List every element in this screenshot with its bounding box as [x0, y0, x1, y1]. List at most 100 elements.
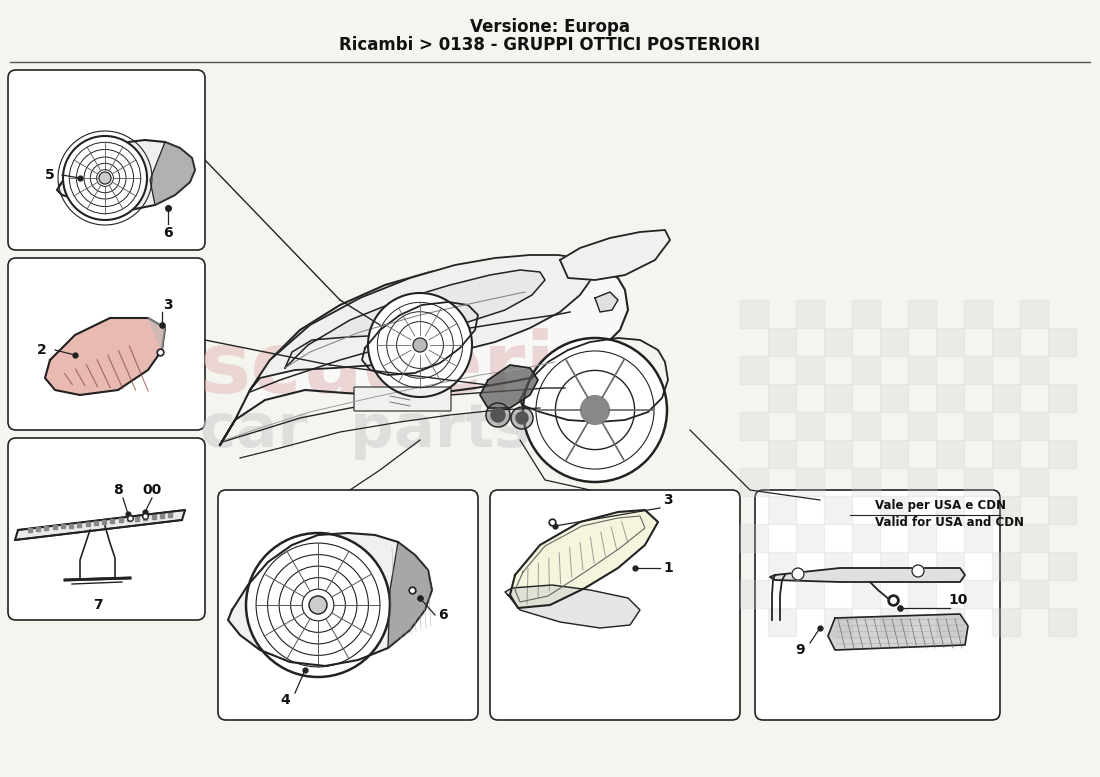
FancyBboxPatch shape — [8, 438, 205, 620]
Bar — [964, 468, 992, 496]
Bar — [1048, 608, 1076, 636]
Bar — [796, 524, 824, 552]
Bar — [992, 608, 1020, 636]
Bar — [908, 580, 936, 608]
Bar — [796, 412, 824, 440]
Polygon shape — [828, 614, 968, 650]
Polygon shape — [560, 230, 670, 280]
Bar — [852, 356, 880, 384]
FancyBboxPatch shape — [490, 490, 740, 720]
Bar — [964, 300, 992, 328]
Polygon shape — [15, 510, 185, 540]
Bar — [852, 524, 880, 552]
Circle shape — [63, 136, 147, 220]
Bar — [880, 496, 907, 524]
Circle shape — [522, 338, 667, 482]
Bar — [1048, 496, 1076, 524]
Text: 3: 3 — [663, 493, 673, 507]
Bar — [740, 356, 768, 384]
Polygon shape — [228, 533, 432, 666]
Bar — [908, 300, 936, 328]
Bar — [740, 412, 768, 440]
Bar — [768, 552, 796, 580]
Polygon shape — [150, 142, 195, 205]
Bar — [1048, 328, 1076, 356]
Text: 2: 2 — [37, 343, 47, 357]
Bar — [824, 496, 852, 524]
Bar — [796, 356, 824, 384]
Bar — [852, 580, 880, 608]
Text: Vale per USA e CDN: Vale per USA e CDN — [874, 499, 1006, 511]
Bar — [908, 524, 936, 552]
Circle shape — [581, 395, 609, 424]
Bar — [1020, 580, 1048, 608]
Text: car  parts: car parts — [200, 400, 530, 459]
Bar — [1020, 524, 1048, 552]
Bar — [936, 440, 964, 468]
Text: 6: 6 — [438, 608, 448, 622]
Bar — [768, 384, 796, 412]
Bar — [1048, 440, 1076, 468]
Polygon shape — [220, 263, 628, 445]
Polygon shape — [148, 318, 165, 350]
Text: 4: 4 — [280, 693, 290, 707]
Bar — [880, 608, 907, 636]
Bar — [796, 468, 824, 496]
Bar — [824, 608, 852, 636]
Circle shape — [368, 293, 472, 397]
Bar — [852, 412, 880, 440]
Bar — [936, 552, 964, 580]
Bar — [824, 384, 852, 412]
Bar — [768, 328, 796, 356]
Text: Versione: Europa: Versione: Europa — [470, 18, 630, 36]
Circle shape — [246, 533, 390, 677]
Bar — [768, 496, 796, 524]
Bar — [768, 440, 796, 468]
Circle shape — [99, 172, 111, 184]
Bar — [936, 496, 964, 524]
Bar — [964, 356, 992, 384]
Circle shape — [486, 403, 510, 427]
Circle shape — [491, 408, 505, 422]
Text: 6: 6 — [163, 226, 173, 240]
Bar — [740, 468, 768, 496]
Text: Ricambi > 0138 - GRUPPI OTTICI POSTERIORI: Ricambi > 0138 - GRUPPI OTTICI POSTERIOR… — [340, 36, 760, 54]
Text: 00: 00 — [142, 483, 162, 497]
Bar — [992, 552, 1020, 580]
Bar — [1020, 356, 1048, 384]
Bar — [936, 608, 964, 636]
Bar — [740, 300, 768, 328]
Bar — [880, 328, 907, 356]
Bar — [824, 552, 852, 580]
Circle shape — [912, 565, 924, 577]
Bar — [1048, 384, 1076, 412]
Bar — [1020, 412, 1048, 440]
Polygon shape — [388, 542, 432, 648]
Text: 1: 1 — [663, 561, 673, 575]
Text: 8: 8 — [113, 483, 123, 497]
Bar — [740, 524, 768, 552]
Polygon shape — [480, 365, 538, 408]
Bar — [964, 524, 992, 552]
Bar — [1020, 300, 1048, 328]
Bar — [936, 328, 964, 356]
FancyBboxPatch shape — [354, 387, 451, 411]
FancyBboxPatch shape — [218, 490, 478, 720]
Bar — [880, 552, 907, 580]
Text: 9: 9 — [795, 643, 805, 657]
Bar — [852, 468, 880, 496]
FancyBboxPatch shape — [8, 70, 205, 250]
Bar — [936, 384, 964, 412]
Bar — [908, 356, 936, 384]
Bar — [880, 384, 907, 412]
Text: 3: 3 — [163, 298, 173, 312]
Polygon shape — [595, 292, 618, 312]
Circle shape — [512, 407, 534, 429]
Polygon shape — [250, 255, 592, 390]
Bar — [796, 300, 824, 328]
Bar — [992, 440, 1020, 468]
Text: scuderia: scuderia — [200, 329, 614, 412]
Bar — [880, 440, 907, 468]
Polygon shape — [505, 585, 640, 628]
Circle shape — [309, 596, 327, 614]
